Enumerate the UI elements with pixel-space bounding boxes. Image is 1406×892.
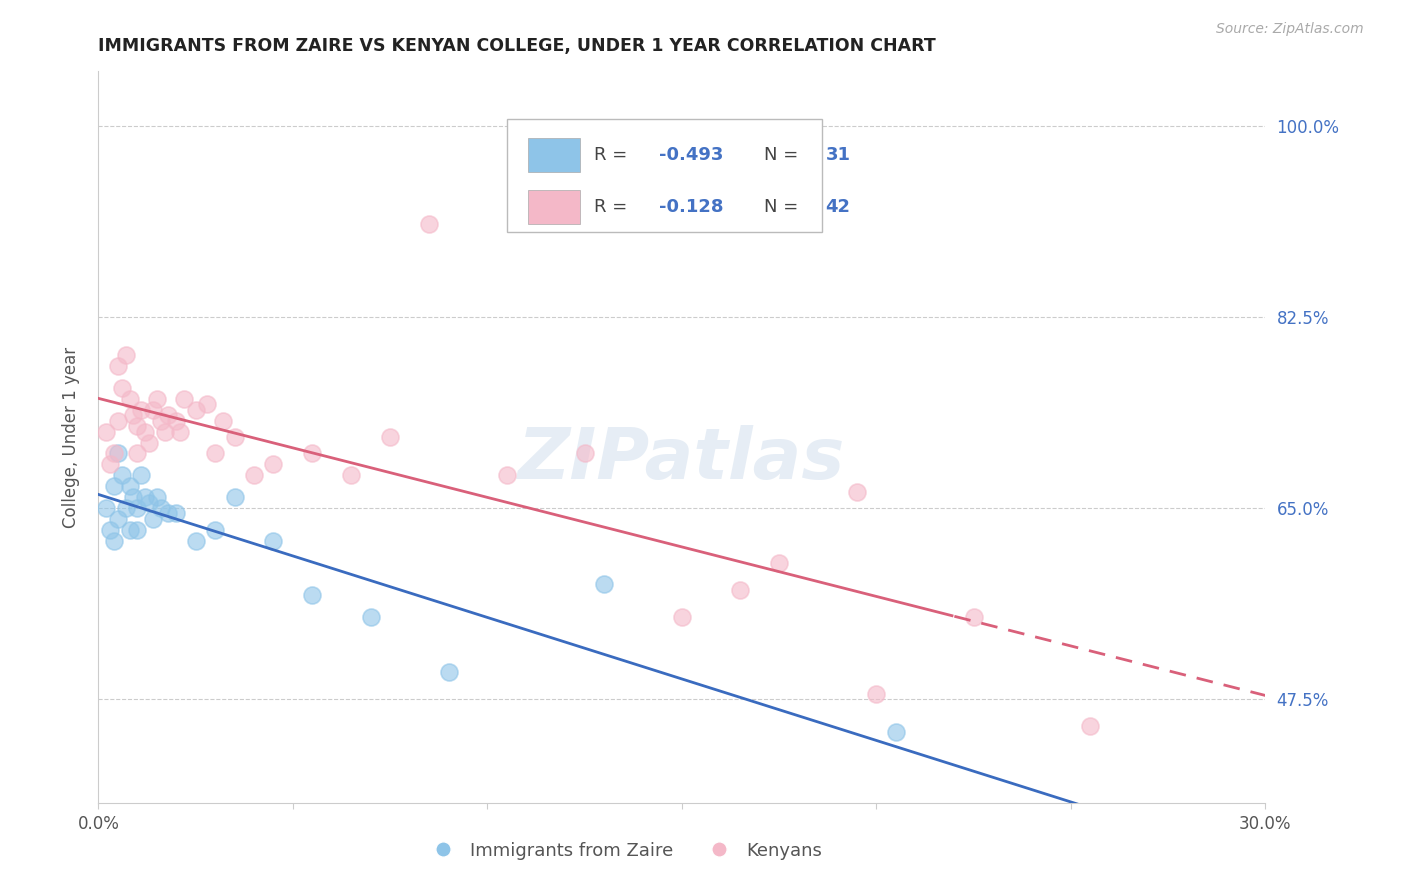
Point — [149, 501, 172, 516]
Point — [962, 610, 984, 624]
Point — [129, 402, 152, 417]
Point — [184, 533, 207, 548]
Point — [224, 490, 246, 504]
Point — [127, 419, 149, 434]
Point — [107, 414, 129, 428]
Point — [134, 490, 156, 504]
Point — [146, 490, 169, 504]
Point — [96, 425, 118, 439]
Point — [114, 348, 136, 362]
Point — [224, 430, 246, 444]
Point — [111, 468, 134, 483]
Point — [107, 359, 129, 373]
Point — [96, 501, 118, 516]
Point — [103, 446, 125, 460]
Point — [103, 479, 125, 493]
Point — [845, 484, 868, 499]
Point — [134, 425, 156, 439]
Point — [593, 577, 616, 591]
Point — [165, 414, 187, 428]
Point — [496, 468, 519, 483]
Text: 42: 42 — [825, 198, 851, 217]
Point — [360, 610, 382, 624]
Point — [195, 397, 218, 411]
Point — [184, 402, 207, 417]
Point — [204, 446, 226, 460]
Point — [574, 446, 596, 460]
Point — [730, 582, 752, 597]
Point — [768, 556, 790, 570]
Text: ZIPatlas: ZIPatlas — [519, 425, 845, 493]
Point — [212, 414, 235, 428]
Point — [107, 512, 129, 526]
Point — [129, 468, 152, 483]
Point — [127, 523, 149, 537]
Point — [380, 430, 402, 444]
Point — [884, 724, 907, 739]
Text: N =: N = — [763, 198, 804, 217]
FancyBboxPatch shape — [527, 138, 581, 172]
Text: Source: ZipAtlas.com: Source: ZipAtlas.com — [1216, 22, 1364, 37]
Point — [262, 458, 284, 472]
Text: IMMIGRANTS FROM ZAIRE VS KENYAN COLLEGE, UNDER 1 YEAR CORRELATION CHART: IMMIGRANTS FROM ZAIRE VS KENYAN COLLEGE,… — [98, 37, 936, 54]
Point — [173, 392, 195, 406]
Text: 31: 31 — [825, 146, 851, 164]
Point — [169, 425, 191, 439]
Point — [122, 409, 145, 423]
Point — [418, 217, 440, 231]
Point — [153, 425, 176, 439]
Point — [142, 402, 165, 417]
Text: N =: N = — [763, 146, 804, 164]
Point — [118, 479, 141, 493]
Point — [865, 687, 887, 701]
Text: R =: R = — [595, 198, 633, 217]
Point — [107, 446, 129, 460]
Point — [103, 533, 125, 548]
Point — [127, 501, 149, 516]
Point — [1118, 829, 1140, 843]
Point — [165, 507, 187, 521]
Point — [114, 501, 136, 516]
Point — [122, 490, 145, 504]
Point — [138, 495, 160, 509]
Point — [301, 446, 323, 460]
FancyBboxPatch shape — [508, 119, 823, 232]
Point — [149, 414, 172, 428]
Point — [127, 446, 149, 460]
Point — [142, 512, 165, 526]
Point — [157, 507, 180, 521]
Y-axis label: College, Under 1 year: College, Under 1 year — [62, 346, 80, 528]
Point — [301, 588, 323, 602]
Text: R =: R = — [595, 146, 633, 164]
Point — [1080, 719, 1102, 733]
FancyBboxPatch shape — [527, 190, 581, 225]
Point — [437, 665, 460, 679]
Point — [138, 435, 160, 450]
Point — [157, 409, 180, 423]
Point — [146, 392, 169, 406]
Legend: Immigrants from Zaire, Kenyans: Immigrants from Zaire, Kenyans — [418, 835, 830, 867]
Point — [243, 468, 266, 483]
Point — [340, 468, 363, 483]
Point — [111, 381, 134, 395]
Point — [118, 392, 141, 406]
Point — [118, 523, 141, 537]
Text: -0.493: -0.493 — [658, 146, 723, 164]
Point — [204, 523, 226, 537]
Point — [98, 458, 121, 472]
Point — [98, 523, 121, 537]
Text: -0.128: -0.128 — [658, 198, 723, 217]
Point — [262, 533, 284, 548]
Point — [671, 610, 693, 624]
